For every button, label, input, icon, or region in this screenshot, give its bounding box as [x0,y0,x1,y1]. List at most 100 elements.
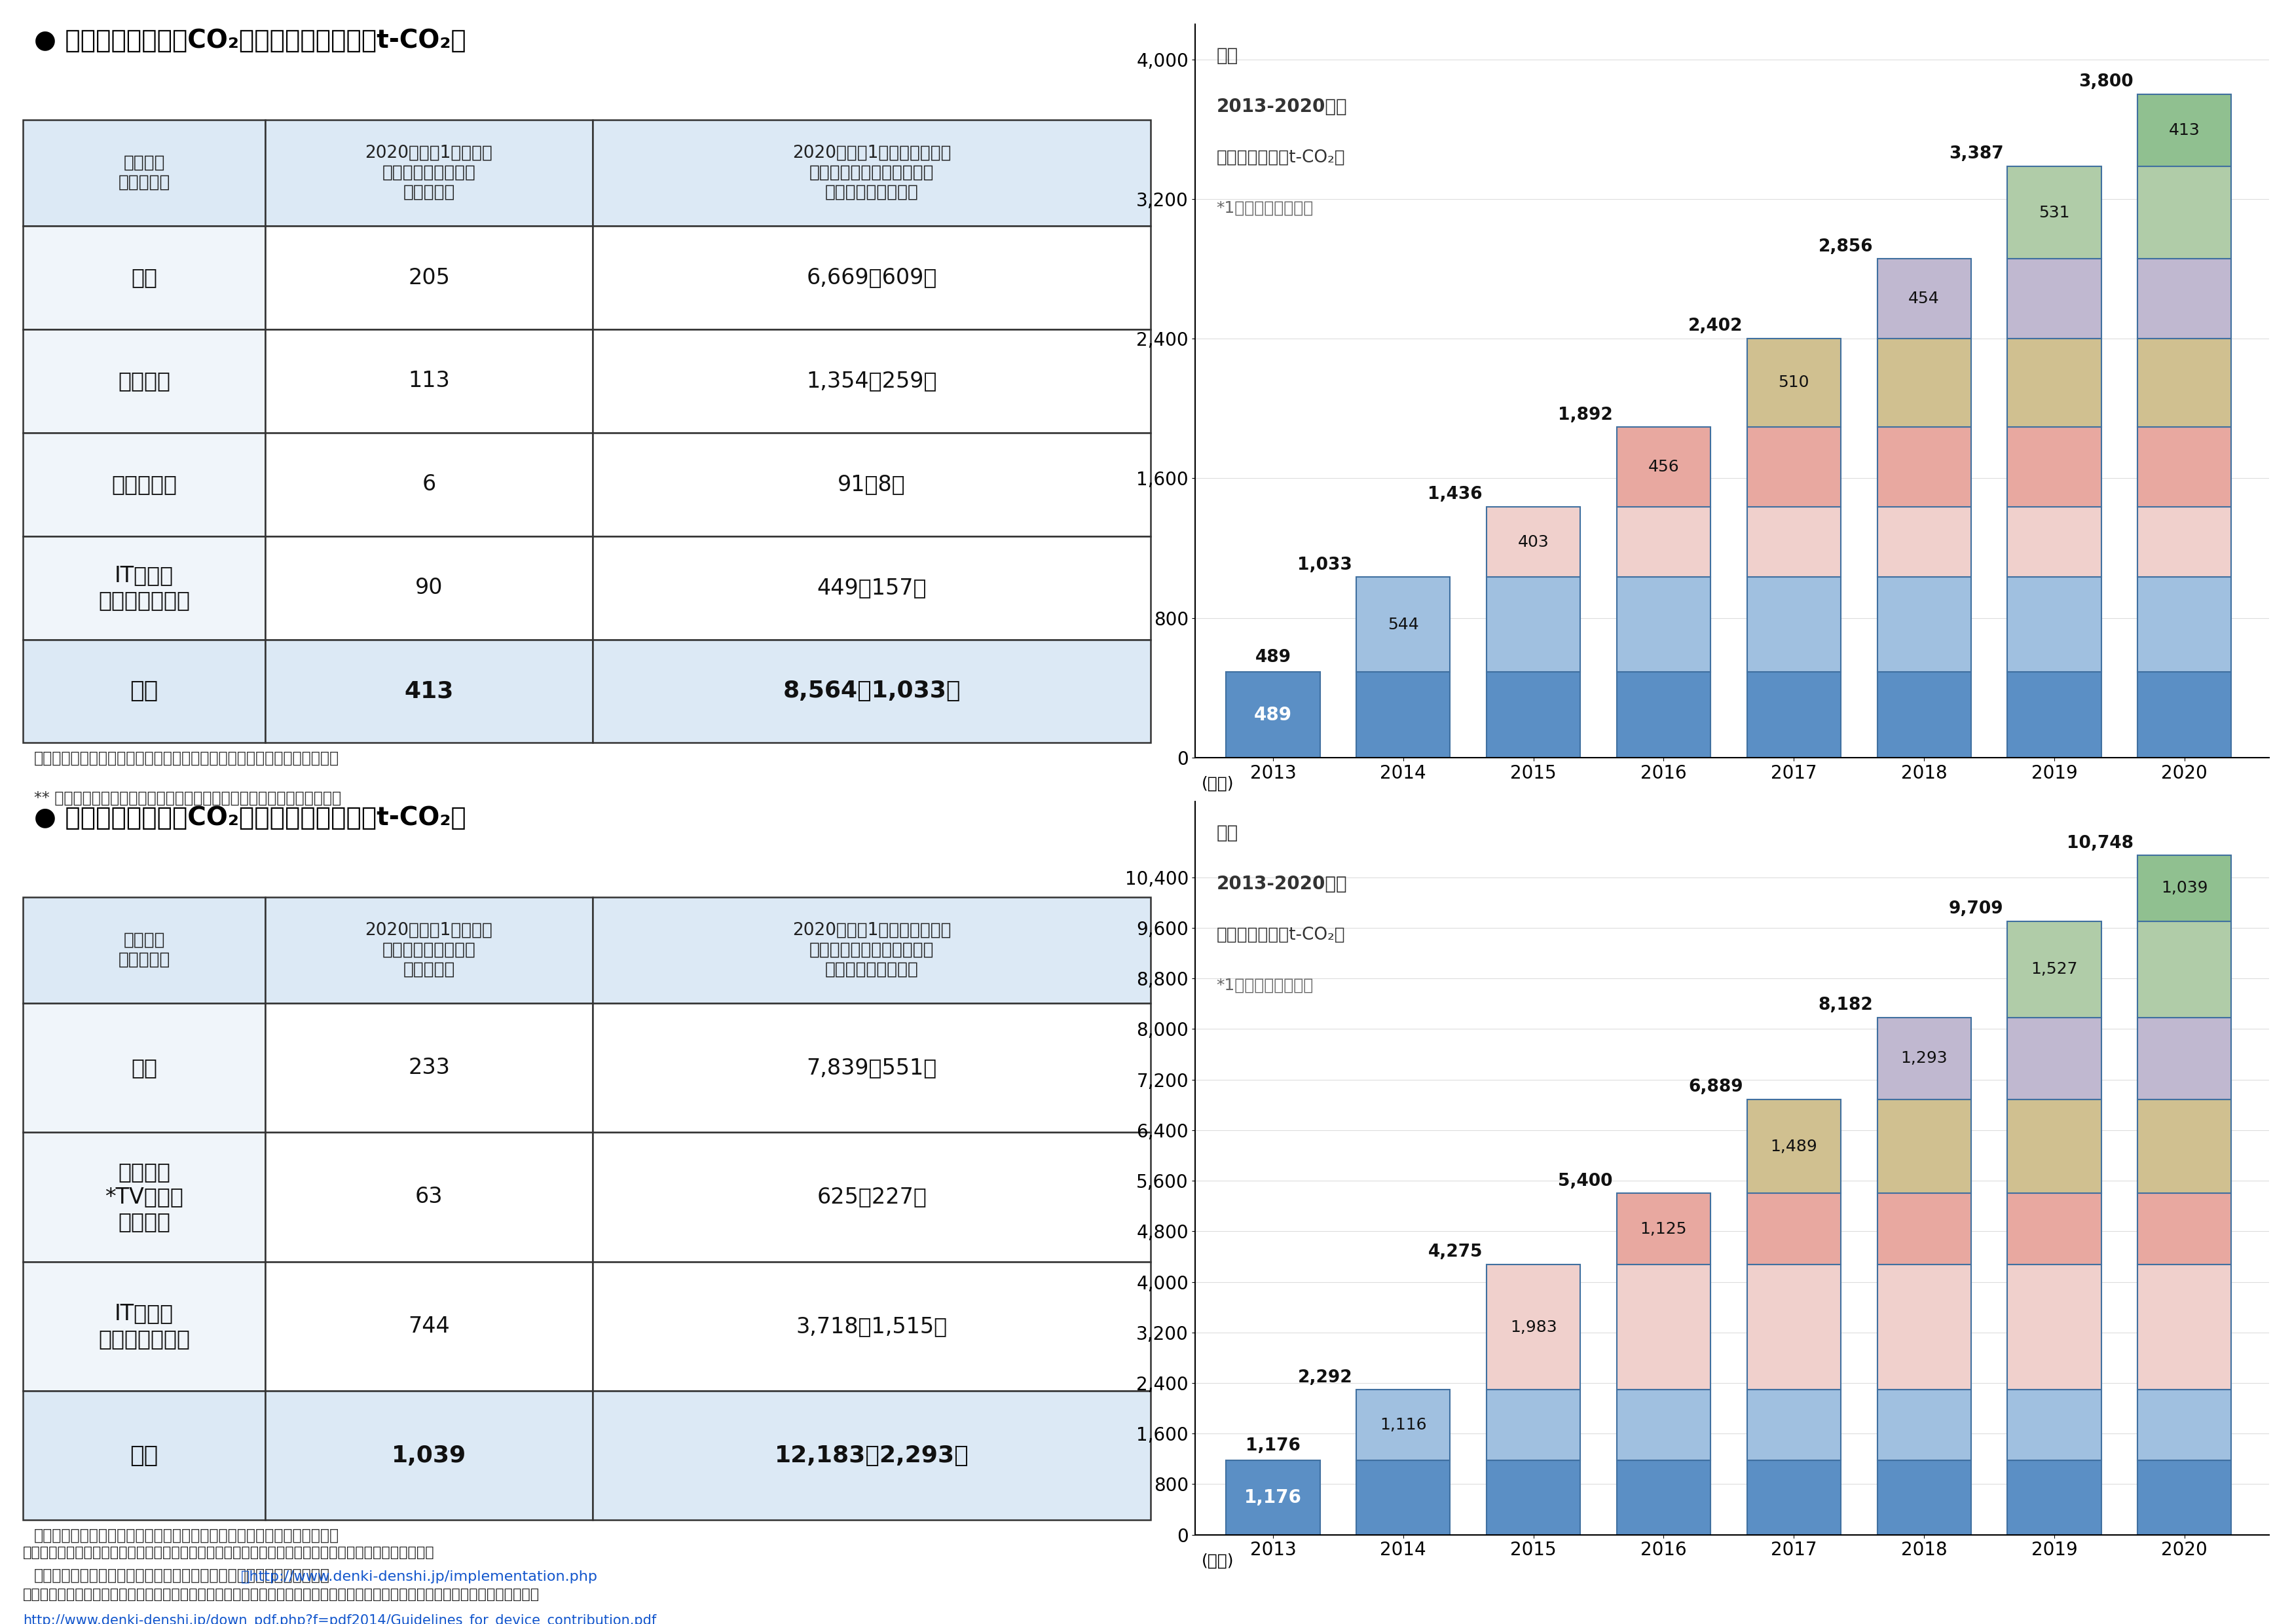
FancyBboxPatch shape [1488,507,1579,577]
FancyBboxPatch shape [1488,1460,1579,1535]
Text: 2,402: 2,402 [1689,318,1742,335]
Text: 7,839（551）: 7,839（551） [807,1057,937,1078]
FancyBboxPatch shape [1488,1265,1579,1390]
Bar [266,432,594,536]
Text: 531: 531 [2038,205,2070,221]
Text: 3,800: 3,800 [2079,73,2134,91]
Bar [23,1004,266,1132]
FancyBboxPatch shape [1616,427,1710,507]
Text: 6,669（609）: 6,669（609） [807,266,937,289]
FancyBboxPatch shape [1747,1460,1840,1535]
Bar [23,330,266,432]
Bar [23,536,266,640]
FancyBboxPatch shape [1877,507,1971,577]
FancyBboxPatch shape [1488,1390,1579,1460]
FancyBboxPatch shape [1877,1265,1971,1390]
Bar [594,1132,1151,1262]
Bar [266,1004,594,1132]
FancyBboxPatch shape [1357,1390,1451,1460]
FancyBboxPatch shape [1747,507,1840,577]
Text: 1,489: 1,489 [1769,1138,1818,1155]
FancyBboxPatch shape [1747,1390,1840,1460]
Text: ・部品等（半導体、電子部品・集積回路）の排出抑制貢献量は、セット製品の内数として産業連関係に基づく寄与率を考慮して評価: ・部品等（半導体、電子部品・集積回路）の排出抑制貢献量は、セット製品の内数として… [23,1588,539,1601]
Text: ** （　）の値は、セット製品貢献量の内、半導体、電子部品等の貢献量: ** （ ）の値は、セット製品貢献量の内、半導体、電子部品等の貢献量 [34,791,342,806]
FancyBboxPatch shape [2008,1099,2102,1194]
Text: 1,176: 1,176 [1245,1437,1300,1455]
Text: 参考: 参考 [1217,47,1238,65]
FancyBboxPatch shape [1488,577,1579,672]
FancyBboxPatch shape [2008,338,2102,427]
Text: 対象製品
カテゴリー: 対象製品 カテゴリー [119,154,170,192]
Text: 合計: 合計 [131,1444,158,1466]
FancyBboxPatch shape [2008,1265,2102,1390]
FancyBboxPatch shape [1877,258,1971,338]
Bar [23,226,266,330]
Bar [23,432,266,536]
Text: 産業用機器: 産業用機器 [112,474,176,495]
FancyBboxPatch shape [2138,577,2232,672]
Text: 累積貢献量（万t-CO₂）: 累積貢献量（万t-CO₂） [1217,926,1345,944]
Bar [266,536,594,640]
FancyBboxPatch shape [1226,1460,1320,1535]
Bar [23,1132,266,1262]
Bar [266,1262,594,1390]
Text: 2013-2020年度: 2013-2020年度 [1217,875,1348,893]
FancyBboxPatch shape [2138,1460,2232,1535]
Text: 1,176: 1,176 [1245,1488,1302,1507]
FancyBboxPatch shape [1877,672,1971,757]
FancyBboxPatch shape [1616,672,1710,757]
FancyBboxPatch shape [1616,1460,1710,1535]
FancyBboxPatch shape [2008,1390,2102,1460]
FancyBboxPatch shape [1488,672,1579,757]
FancyBboxPatch shape [2138,856,2232,921]
FancyBboxPatch shape [2008,427,2102,507]
Text: 2020年度（1年間）の新設、
出荷製品等の稼働（使用）
年数における貢献量: 2020年度（1年間）の新設、 出荷製品等の稼働（使用） 年数における貢献量 [793,922,951,978]
FancyBboxPatch shape [1747,338,1840,427]
Text: 5,400: 5,400 [1559,1173,1614,1190]
Text: 6: 6 [422,474,435,495]
FancyBboxPatch shape [1616,507,1710,577]
FancyBboxPatch shape [2138,427,2232,507]
FancyBboxPatch shape [1357,577,1451,672]
Text: 2020年度（1年間）の
新設、出荷製品等に
よる貢献量: 2020年度（1年間）の 新設、出荷製品等に よる貢献量 [364,922,493,978]
FancyBboxPatch shape [2008,577,2102,672]
FancyBboxPatch shape [2008,1194,2102,1265]
Text: 1,436: 1,436 [1428,486,1483,503]
Text: 91（8）: 91（8） [839,474,905,495]
Text: 205: 205 [408,266,449,289]
Text: 合計: 合計 [131,680,158,702]
FancyBboxPatch shape [1877,1460,1971,1535]
Text: http://www.denki-denshi.jp/implementation.php: http://www.denki-denshi.jp/implementatio… [241,1570,598,1583]
Text: ＊四捨五入等により、各カテゴリーの値と合計値が合致しないこともある: ＊四捨五入等により、各カテゴリーの値と合計値が合致しないこともある [34,1527,339,1543]
Text: 参考: 参考 [1217,823,1238,841]
Text: 6,889: 6,889 [1689,1078,1742,1096]
Text: 発電: 発電 [131,266,158,289]
Text: 413: 413 [403,680,454,702]
Bar [266,226,594,330]
FancyBboxPatch shape [1226,672,1320,757]
Text: IT製品・
ソリューション: IT製品・ ソリューション [99,1302,190,1350]
FancyBboxPatch shape [2138,166,2232,258]
Bar [594,432,1151,536]
Text: ● 国内市場におけるCO₂排出抑制貢献量（万t-CO₂）: ● 国内市場におけるCO₂排出抑制貢献量（万t-CO₂） [34,28,465,54]
Text: 544: 544 [1387,617,1419,632]
Text: ＊（　）の値は、セット製品貢献量の内、半導体、電子部品等の貢献量: ＊（ ）の値は、セット製品貢献量の内、半導体、電子部品等の貢献量 [34,1567,330,1583]
Bar [594,1262,1151,1390]
Bar [23,1390,266,1520]
FancyBboxPatch shape [2008,166,2102,258]
Text: 510: 510 [1779,375,1808,391]
Text: 8,182: 8,182 [1818,997,1873,1013]
Bar [594,330,1151,432]
Text: 4,275: 4,275 [1428,1244,1483,1260]
Text: 1,116: 1,116 [1380,1418,1426,1432]
Text: 489: 489 [1254,706,1293,724]
FancyBboxPatch shape [1747,1194,1840,1265]
FancyBboxPatch shape [1747,672,1840,757]
FancyBboxPatch shape [1747,577,1840,672]
FancyBboxPatch shape [1877,1099,1971,1194]
FancyBboxPatch shape [1616,577,1710,672]
Text: 456: 456 [1648,460,1680,474]
Text: 累積貢献量（万t-CO₂）: 累積貢献量（万t-CO₂） [1217,149,1345,166]
Text: *1年間の貢献量の値: *1年間の貢献量の値 [1217,978,1313,994]
Text: 1,039: 1,039 [392,1444,465,1466]
